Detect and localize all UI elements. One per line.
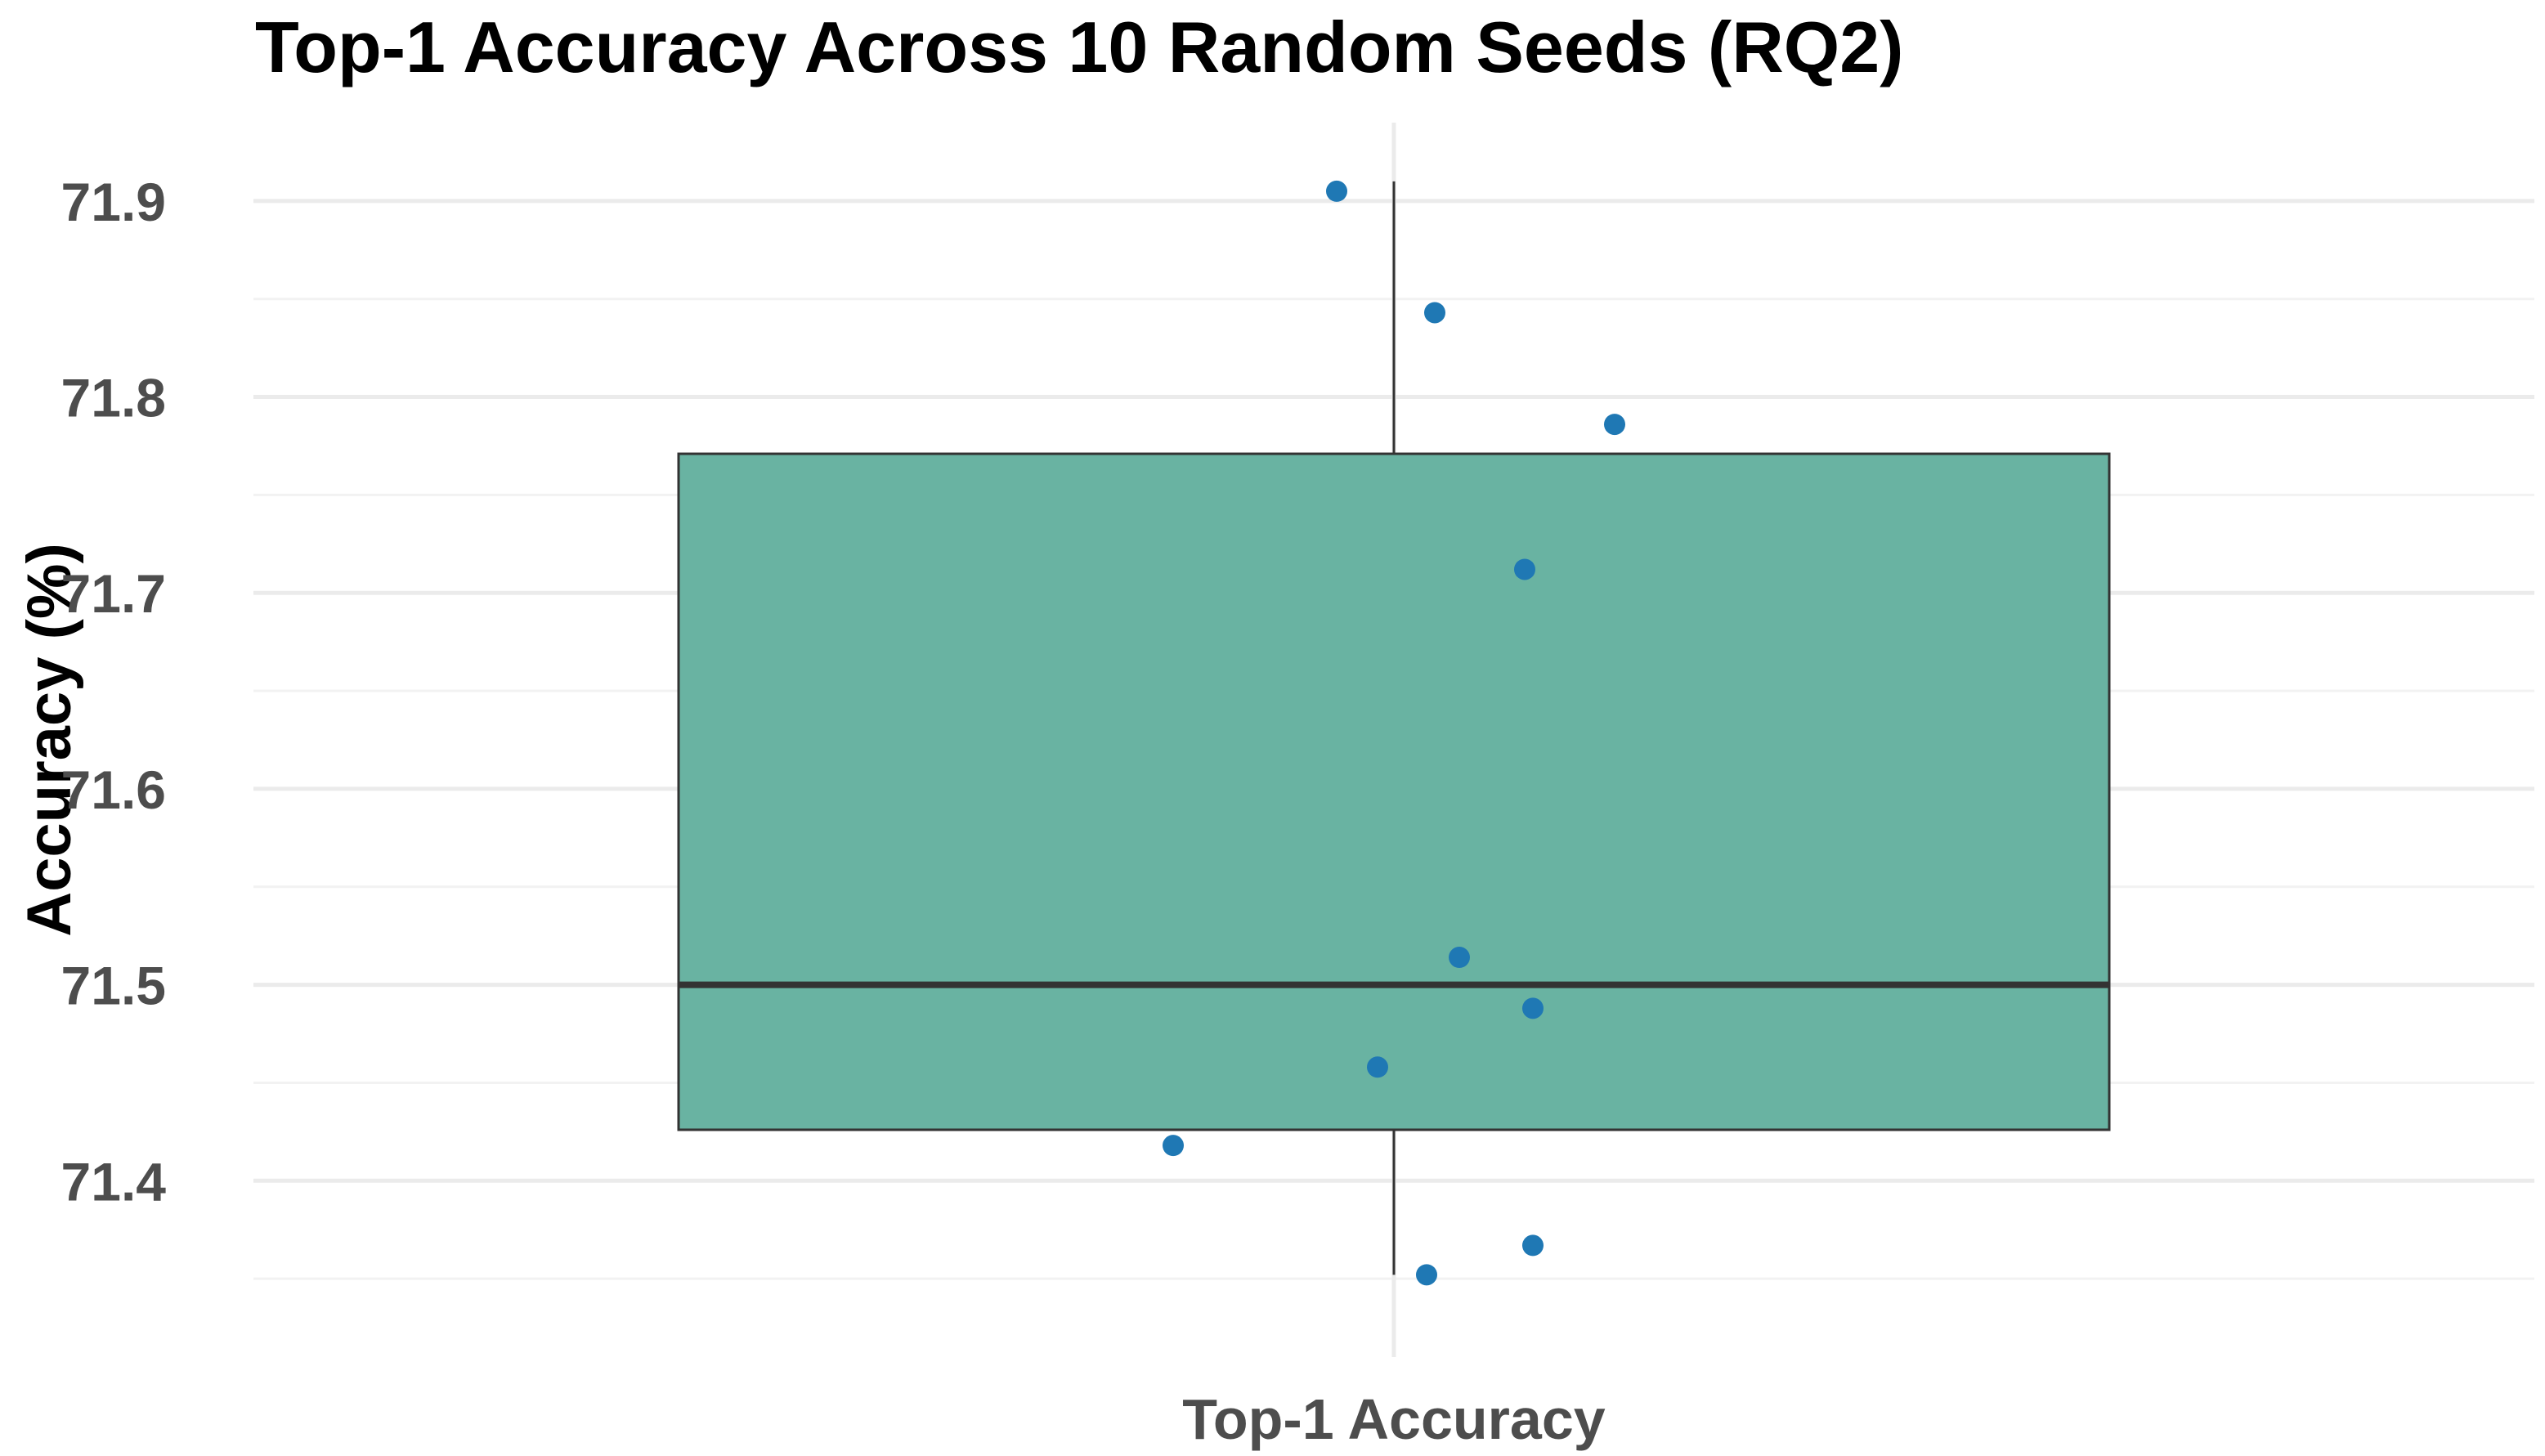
data-point: [1163, 1135, 1184, 1157]
data-point: [1522, 1234, 1544, 1257]
y-tick-label: 71.7: [61, 563, 166, 624]
chart-title: Top-1 Accuracy Across 10 Random Seeds (R…: [255, 7, 1903, 87]
data-point: [1326, 180, 1347, 202]
iqr-box: [677, 452, 2111, 1131]
x-tick-label: Top-1 Accuracy: [1182, 1387, 1605, 1451]
data-point: [1522, 997, 1544, 1019]
tick-layer: 71.4 71.5 71.6 71.7 71.8 71.9 Top-1 Accuracy: [61, 172, 1606, 1451]
y-tick-label: 71.8: [61, 368, 166, 428]
y-tick-label: 71.5: [61, 956, 166, 1016]
y-tick-label: 71.4: [61, 1151, 167, 1212]
box-layer: [677, 181, 2111, 1275]
data-point: [1604, 414, 1625, 436]
data-point: [1449, 947, 1470, 969]
y-tick-label: 71.6: [61, 759, 166, 820]
data-point: [1424, 302, 1445, 324]
point-layer: [1163, 180, 1625, 1286]
y-axis-label: Accuracy (%): [15, 543, 84, 937]
data-point: [1514, 558, 1535, 580]
data-point: [1367, 1056, 1388, 1078]
y-tick-label: 71.9: [61, 172, 166, 232]
data-point: [1416, 1264, 1437, 1286]
